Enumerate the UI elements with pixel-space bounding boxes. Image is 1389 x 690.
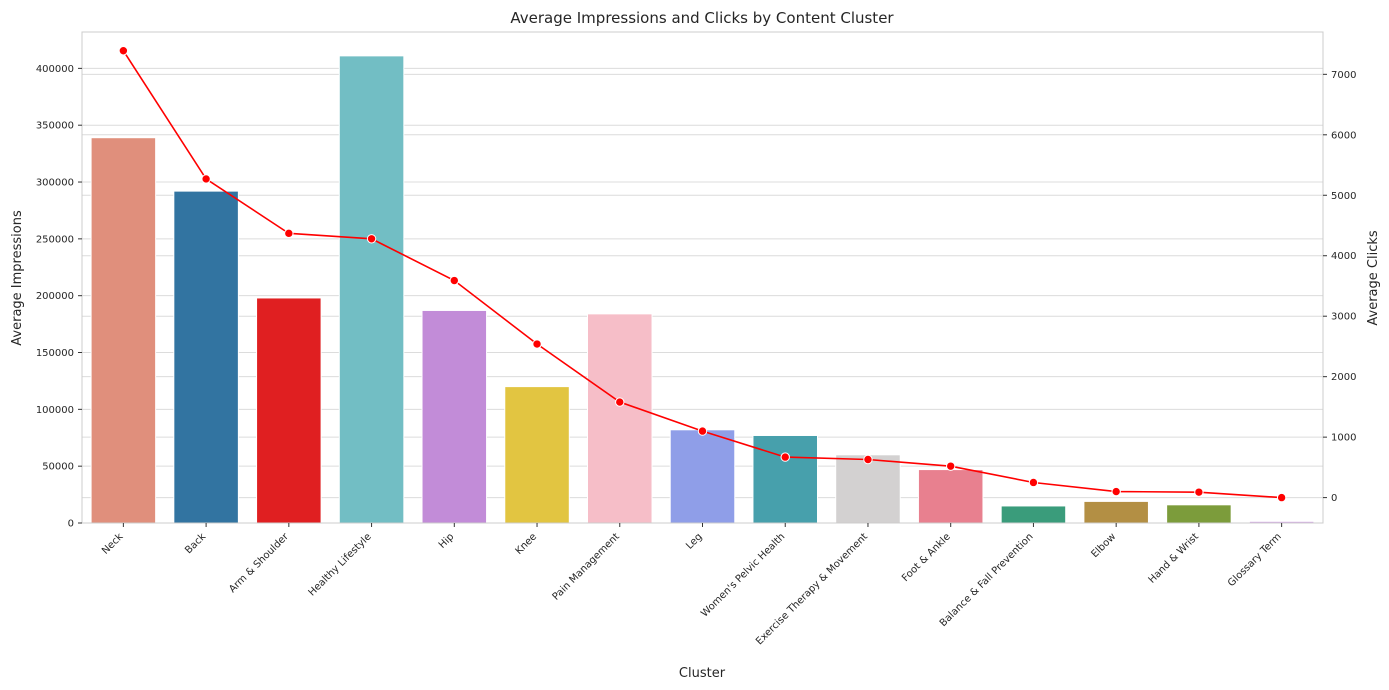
bar [256, 297, 322, 524]
x-tick-label: Leg [684, 531, 704, 551]
bar [338, 55, 405, 524]
bar [917, 469, 984, 524]
clicks-point [366, 234, 377, 244]
x-tick-label: Hip [437, 531, 457, 551]
x-tick-label: Healthy Lifestyle [307, 531, 374, 598]
clicks-point [1194, 487, 1204, 497]
x-tick-label: Glossary Term [1226, 531, 1284, 589]
y-axis-label: Average Impressions [10, 210, 25, 346]
y2-tick-label: 7000 [1331, 70, 1356, 81]
clicks-point [201, 174, 211, 184]
right-y-axis-ticks: 0 1000 2000 3000 4000 5000 6000 7000 [1323, 70, 1356, 504]
y-tick-label: 250000 [36, 234, 74, 245]
y2-tick-label: 2000 [1331, 372, 1356, 383]
y2-tick-label: 3000 [1331, 312, 1356, 323]
y-tick-label: 150000 [36, 348, 74, 359]
x-tick-label: Hand & Wrist [1147, 531, 1201, 585]
bar [1083, 500, 1149, 524]
clicks-point [1111, 486, 1121, 497]
y2-tick-label: 0 [1331, 493, 1337, 504]
x-tick-label: Balance & Fall Prevention [938, 531, 1036, 629]
left-y-axis-ticks: 0 50000 100000 150000 200000 250000 300000 3500… [36, 64, 82, 530]
x-tick-label: Foot & Ankle [900, 531, 953, 584]
y2-tick-label: 6000 [1331, 130, 1356, 141]
clicks-point [1028, 477, 1039, 488]
chart-title: Average Impressions and Clicks by Conten… [510, 9, 894, 27]
y2-tick-label: 5000 [1331, 191, 1356, 202]
x-axis-label: Cluster [679, 666, 726, 681]
y2-tick-label: 1000 [1331, 433, 1356, 444]
x-tick-label: Pain Management [551, 531, 622, 602]
clicks-point [780, 452, 790, 462]
bar [752, 434, 818, 524]
x-tick-label: Knee [514, 531, 540, 557]
bar [835, 454, 901, 524]
bar [669, 429, 736, 524]
clicks-point [532, 339, 542, 349]
x-tick-label: Women's Pelvic Health [699, 531, 787, 619]
y2-axis-label: Average Clicks [1366, 230, 1381, 325]
bar [1166, 504, 1232, 524]
y-tick-label: 200000 [36, 291, 74, 302]
bar [421, 309, 488, 524]
bar [504, 386, 570, 524]
x-tick-label: Elbow [1089, 531, 1118, 560]
clicks-point [118, 46, 129, 56]
clicks-point [1276, 492, 1287, 503]
y2-tick-label: 4000 [1331, 251, 1356, 262]
x-tick-label: Neck [100, 531, 126, 557]
clicks-point [697, 426, 708, 436]
clicks-point [449, 275, 459, 286]
clicks-point [284, 228, 294, 239]
bar [90, 137, 157, 524]
bar-series [90, 55, 1315, 524]
bar [587, 313, 653, 524]
x-axis-ticks: Neck Back Arm & Shoulder Healthy Lifestyle H… [100, 523, 1284, 647]
clicks-point [946, 461, 956, 471]
y-tick-label: 400000 [36, 64, 74, 75]
y-tick-label: 300000 [36, 178, 74, 189]
y-tick-label: 350000 [36, 121, 74, 132]
bar [173, 190, 239, 524]
x-tick-label: Arm & Shoulder [227, 531, 291, 595]
clicks-point [615, 397, 625, 407]
bar [1000, 505, 1067, 524]
clicks-point [863, 454, 873, 465]
clicks-line-series [118, 46, 1287, 503]
x-tick-label: Back [183, 531, 208, 556]
y-tick-label: 50000 [42, 462, 74, 473]
y-tick-label: 0 [68, 519, 74, 530]
y-tick-label: 100000 [36, 405, 74, 416]
